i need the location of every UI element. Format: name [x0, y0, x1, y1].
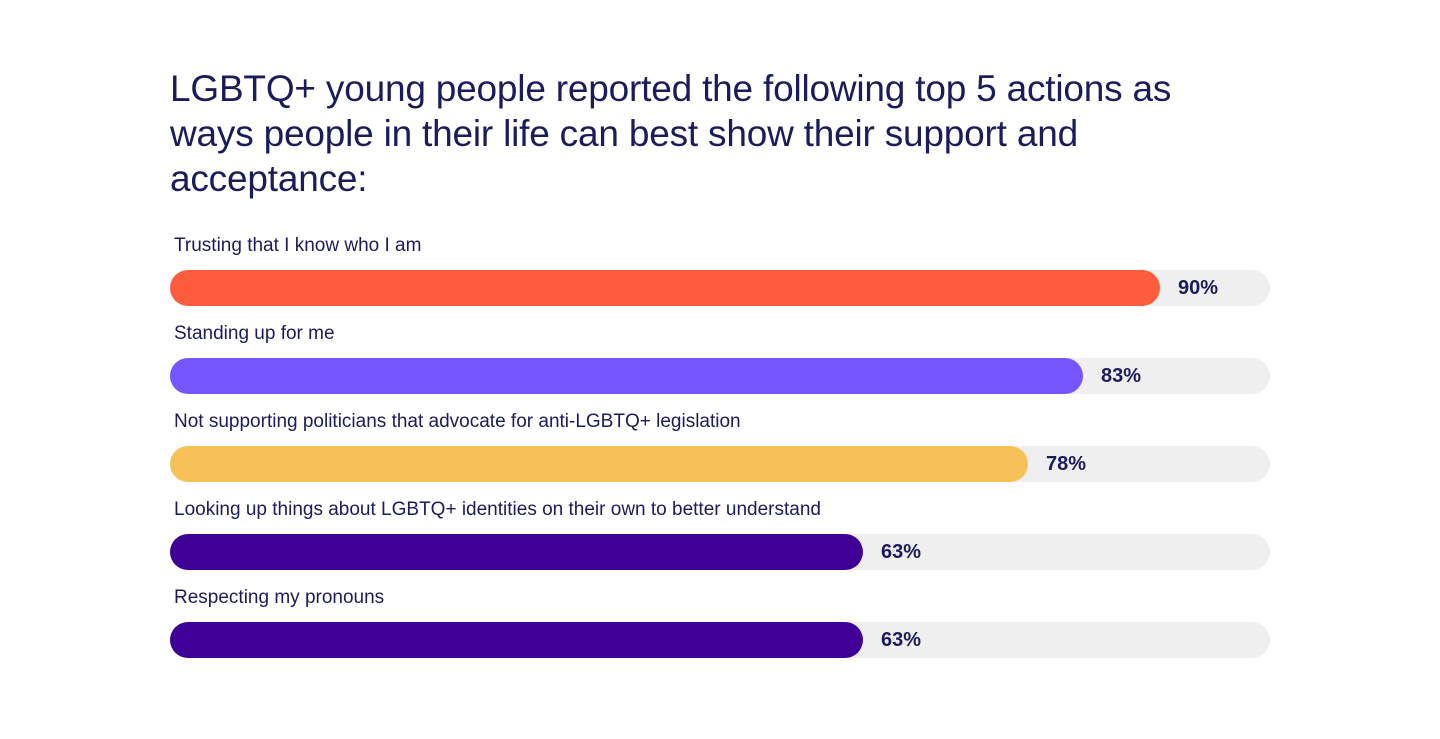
- bar-label: Respecting my pronouns: [174, 587, 385, 608]
- bar: [170, 446, 1028, 482]
- bar: [170, 358, 1083, 394]
- bar-row: Looking up things about LGBTQ+ identitie…: [170, 494, 1270, 582]
- bar-label: Not supporting politicians that advocate…: [174, 411, 741, 432]
- chart-title: LGBTQ+ young people reported the followi…: [170, 68, 1172, 199]
- bar-label: Looking up things about LGBTQ+ identitie…: [174, 499, 821, 520]
- bar-label: Standing up for me: [174, 323, 335, 344]
- bar: [170, 622, 863, 658]
- bar-label: Trusting that I know who I am: [174, 235, 422, 256]
- bar-row: Respecting my pronouns 63%: [170, 582, 1270, 670]
- bar-row: Not supporting politicians that advocate…: [170, 406, 1270, 494]
- bar-track: [170, 358, 1270, 394]
- bar-value-label: 63%: [881, 541, 922, 563]
- bar-value-label: 63%: [881, 629, 922, 651]
- bar-value-label: 83%: [1101, 365, 1142, 387]
- bar: [170, 534, 863, 570]
- bar-row: Trusting that I know who I am 90%: [170, 230, 1270, 318]
- bar-track: [170, 270, 1270, 306]
- bar: [170, 270, 1160, 306]
- bar-track: [170, 622, 1270, 658]
- bar-value-label: 90%: [1178, 277, 1219, 299]
- bar-value-label: 78%: [1046, 453, 1087, 475]
- bar-chart: Trusting that I know who I am 90% Standing…: [170, 230, 1270, 670]
- bar-row: Standing up for me 83%: [170, 318, 1270, 406]
- bar-track: [170, 446, 1270, 482]
- bar-track: [170, 534, 1270, 570]
